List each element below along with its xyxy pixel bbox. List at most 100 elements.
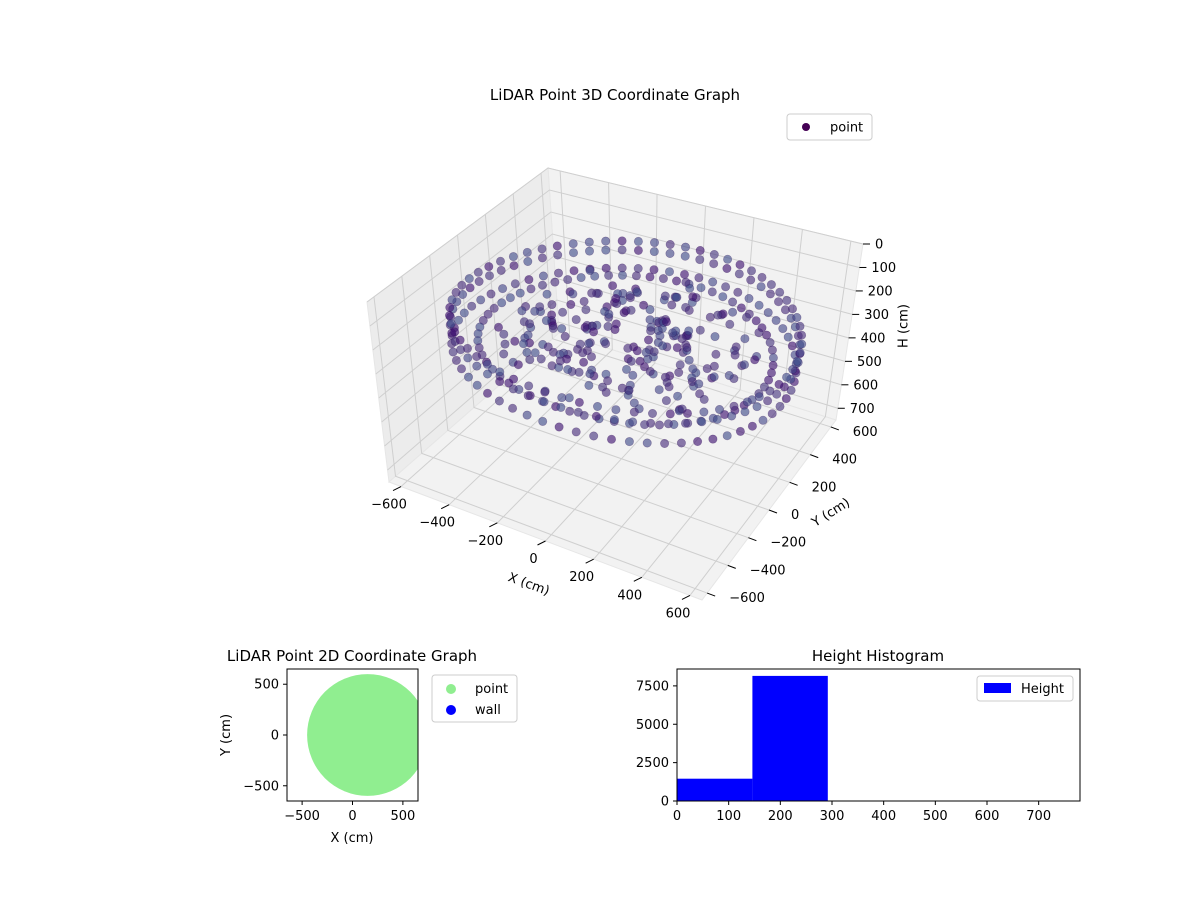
lidar-point	[495, 377, 505, 387]
lidar-point	[667, 300, 677, 310]
chart-2d-title: LiDAR Point 2D Coordinate Graph	[227, 647, 477, 665]
legend-label-wall: wall	[475, 703, 501, 718]
lidar-point	[746, 266, 756, 276]
lidar-point	[723, 254, 733, 264]
tick-label-x: −600	[371, 498, 407, 513]
grid-line-y	[429, 255, 749, 539]
lidar-point	[495, 367, 505, 377]
legend-frame	[976, 675, 1074, 702]
lidar-point	[696, 283, 706, 293]
histogram-title: Height Histogram	[812, 647, 944, 665]
lidar-point	[571, 315, 581, 325]
lidar-point	[482, 388, 492, 398]
lidar-point	[573, 407, 583, 417]
lidar-point	[713, 310, 723, 320]
lidar-point	[482, 359, 492, 369]
legend-label-point: point	[475, 682, 508, 697]
lidar-point	[564, 393, 574, 403]
lidar-point	[660, 372, 670, 382]
legend-frame	[786, 113, 873, 141]
lidar-point	[568, 248, 578, 258]
lidar-point	[585, 369, 595, 379]
lidar-point	[685, 283, 695, 293]
lidar-point	[465, 283, 475, 293]
lidar-point	[591, 411, 601, 421]
lidar-point	[712, 414, 722, 424]
lidar-point	[633, 245, 643, 255]
grid-line-z	[372, 211, 856, 351]
lidar-point	[617, 245, 627, 255]
chart-2d: LiDAR Point 2D Coordinate Graph −500 0 500…	[219, 647, 518, 846]
lidar-point	[523, 391, 533, 401]
chart-2d-plot	[307, 674, 418, 796]
lidar-point	[781, 394, 791, 404]
lidar-point	[579, 296, 589, 306]
lidar-point	[537, 280, 547, 290]
lidar-point	[552, 241, 562, 251]
lidar-point	[795, 321, 805, 331]
lidar-point	[730, 350, 740, 360]
tick-label-x: 0	[673, 809, 681, 824]
lidar-point	[508, 403, 518, 413]
lidar-point	[654, 385, 664, 395]
lidar-point	[728, 297, 738, 307]
lidar-point	[775, 401, 785, 411]
lidar-point	[739, 360, 749, 370]
lidar-point	[515, 288, 525, 298]
grid-line-x	[689, 241, 852, 596]
tick-mark-x	[440, 504, 450, 510]
lidar-point	[543, 342, 553, 352]
lidar-point	[788, 364, 798, 374]
lidar-point	[625, 293, 635, 303]
grid-line-y	[540, 173, 831, 428]
tick-mark-y	[768, 509, 778, 514]
lidar-point	[536, 354, 546, 364]
lidar-point	[530, 306, 540, 316]
lidar-point	[540, 387, 550, 397]
lidar-point	[665, 240, 675, 250]
lidar-point	[548, 323, 558, 333]
lidar-point	[538, 271, 548, 281]
tick-mark-x	[537, 540, 546, 546]
lidar-point	[782, 295, 792, 305]
tick-label-x: 0	[529, 552, 537, 567]
lidar-point	[498, 284, 508, 294]
tick-label-y: 600	[853, 425, 878, 440]
lidar-point	[722, 431, 732, 441]
lidar-point	[601, 245, 611, 255]
tick-label-x: 0	[348, 809, 356, 824]
lidar-point	[699, 407, 709, 417]
tick-label-y: 500	[254, 678, 279, 693]
lidar-point	[448, 347, 458, 357]
lidar-point	[601, 387, 611, 397]
lidar-point	[589, 431, 599, 441]
lidar-point	[680, 251, 690, 261]
lidar-point	[765, 337, 775, 347]
lidar-point	[446, 319, 456, 329]
lidar-point	[709, 250, 719, 260]
lidar-point	[708, 434, 718, 444]
lidar-point	[633, 236, 643, 246]
tick-label-z: 200	[868, 284, 893, 299]
lidar-point	[763, 308, 773, 318]
lidar-point	[677, 334, 687, 344]
lidar-point	[628, 370, 638, 380]
lidar-point	[505, 293, 515, 303]
lidar-point	[676, 438, 686, 448]
lidar-point	[617, 236, 627, 246]
lidar-point	[765, 386, 775, 396]
lidar-point	[694, 273, 704, 283]
lidar-point	[641, 347, 651, 357]
lidar-point	[664, 382, 674, 392]
tick-mark-y	[727, 564, 736, 569]
tick-label-z: 500	[857, 355, 882, 370]
lidar-point	[710, 332, 720, 342]
chart-3d-title: LiDAR Point 3D Coordinate Graph	[490, 86, 740, 104]
lidar-point	[451, 355, 461, 365]
lidar-point	[754, 328, 764, 338]
lidar-point	[489, 303, 499, 313]
lidar-point	[766, 280, 776, 290]
lidar-point	[649, 247, 659, 257]
lidar-point	[459, 308, 469, 318]
